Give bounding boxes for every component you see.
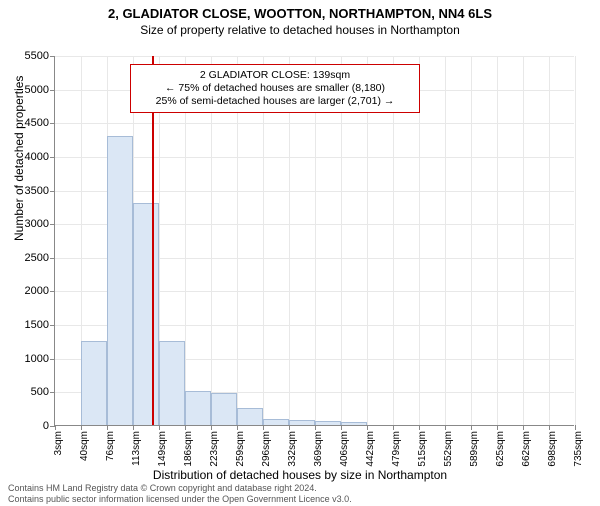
- histogram-bar: [289, 420, 315, 425]
- xtick-mark: [419, 425, 420, 430]
- xtick-mark: [133, 425, 134, 430]
- xtick-mark: [523, 425, 524, 430]
- x-axis-label: Distribution of detached houses by size …: [0, 468, 600, 482]
- xtick-label: 625sqm: [495, 431, 506, 467]
- xtick-label: 3sqm: [53, 431, 64, 455]
- ytick-label: 5500: [25, 50, 55, 62]
- gridline-v: [445, 56, 446, 425]
- xtick-label: 442sqm: [365, 431, 376, 467]
- xtick-mark: [393, 425, 394, 430]
- xtick-label: 698sqm: [547, 431, 558, 467]
- xtick-mark: [549, 425, 550, 430]
- ytick-label: 5000: [25, 84, 55, 96]
- histogram-bar: [133, 203, 159, 425]
- xtick-label: 662sqm: [521, 431, 532, 467]
- xtick-label: 369sqm: [313, 431, 324, 467]
- xtick-label: 735sqm: [573, 431, 584, 467]
- xtick-mark: [107, 425, 108, 430]
- xtick-mark: [367, 425, 368, 430]
- ytick-label: 1000: [25, 353, 55, 365]
- xtick-label: 223sqm: [209, 431, 220, 467]
- chart-area: 0500100015002000250030003500400045005000…: [54, 56, 574, 426]
- xtick-label: 296sqm: [261, 431, 272, 467]
- xtick-label: 332sqm: [287, 431, 298, 467]
- xtick-label: 479sqm: [391, 431, 402, 467]
- annotation-box: 2 GLADIATOR CLOSE: 139sqm ← 75% of detac…: [130, 64, 420, 113]
- xtick-mark: [211, 425, 212, 430]
- xtick-mark: [263, 425, 264, 430]
- histogram-bar: [185, 391, 211, 425]
- ytick-label: 500: [31, 386, 55, 398]
- gridline-v: [523, 56, 524, 425]
- xtick-label: 113sqm: [131, 431, 142, 466]
- annotation-line-1: 2 GLADIATOR CLOSE: 139sqm: [137, 69, 413, 82]
- xtick-mark: [185, 425, 186, 430]
- xtick-mark: [445, 425, 446, 430]
- xtick-label: 259sqm: [235, 431, 246, 467]
- annotation-line-3: 25% of semi-detached houses are larger (…: [137, 95, 413, 108]
- xtick-mark: [575, 425, 576, 430]
- xtick-label: 76sqm: [105, 431, 116, 461]
- title-main: 2, GLADIATOR CLOSE, WOOTTON, NORTHAMPTON…: [0, 6, 600, 21]
- xtick-label: 186sqm: [183, 431, 194, 467]
- histogram-bar: [341, 422, 367, 425]
- ytick-label: 2000: [25, 285, 55, 297]
- gridline-v: [575, 56, 576, 425]
- ytick-label: 3000: [25, 218, 55, 230]
- xtick-label: 552sqm: [443, 431, 454, 467]
- xtick-mark: [315, 425, 316, 430]
- histogram-bar: [211, 393, 237, 425]
- xtick-mark: [159, 425, 160, 430]
- histogram-bar: [81, 341, 107, 425]
- xtick-mark: [237, 425, 238, 430]
- gridline-v: [471, 56, 472, 425]
- xtick-mark: [289, 425, 290, 430]
- histogram-bar: [263, 419, 289, 425]
- xtick-mark: [341, 425, 342, 430]
- xtick-label: 149sqm: [157, 431, 168, 467]
- histogram-bar: [159, 341, 185, 425]
- gridline-v: [549, 56, 550, 425]
- ytick-label: 4500: [25, 117, 55, 129]
- title-sub: Size of property relative to detached ho…: [0, 23, 600, 37]
- histogram-bar: [107, 136, 133, 425]
- ytick-label: 1500: [25, 319, 55, 331]
- ytick-label: 3500: [25, 185, 55, 197]
- histogram-bar: [237, 408, 263, 425]
- xtick-mark: [55, 425, 56, 430]
- xtick-label: 589sqm: [469, 431, 480, 467]
- xtick-label: 40sqm: [79, 431, 90, 461]
- histogram-bar: [315, 421, 341, 425]
- xtick-mark: [497, 425, 498, 430]
- ytick-label: 2500: [25, 252, 55, 264]
- footer-attribution: Contains HM Land Registry data © Crown c…: [8, 483, 352, 504]
- footer-line-2: Contains public sector information licen…: [8, 494, 352, 504]
- gridline-v: [497, 56, 498, 425]
- xtick-mark: [471, 425, 472, 430]
- xtick-label: 515sqm: [417, 431, 428, 467]
- footer-line-1: Contains HM Land Registry data © Crown c…: [8, 483, 352, 493]
- annotation-line-2: ← 75% of detached houses are smaller (8,…: [137, 82, 413, 95]
- ytick-label: 4000: [25, 151, 55, 163]
- xtick-mark: [81, 425, 82, 430]
- xtick-label: 406sqm: [339, 431, 350, 467]
